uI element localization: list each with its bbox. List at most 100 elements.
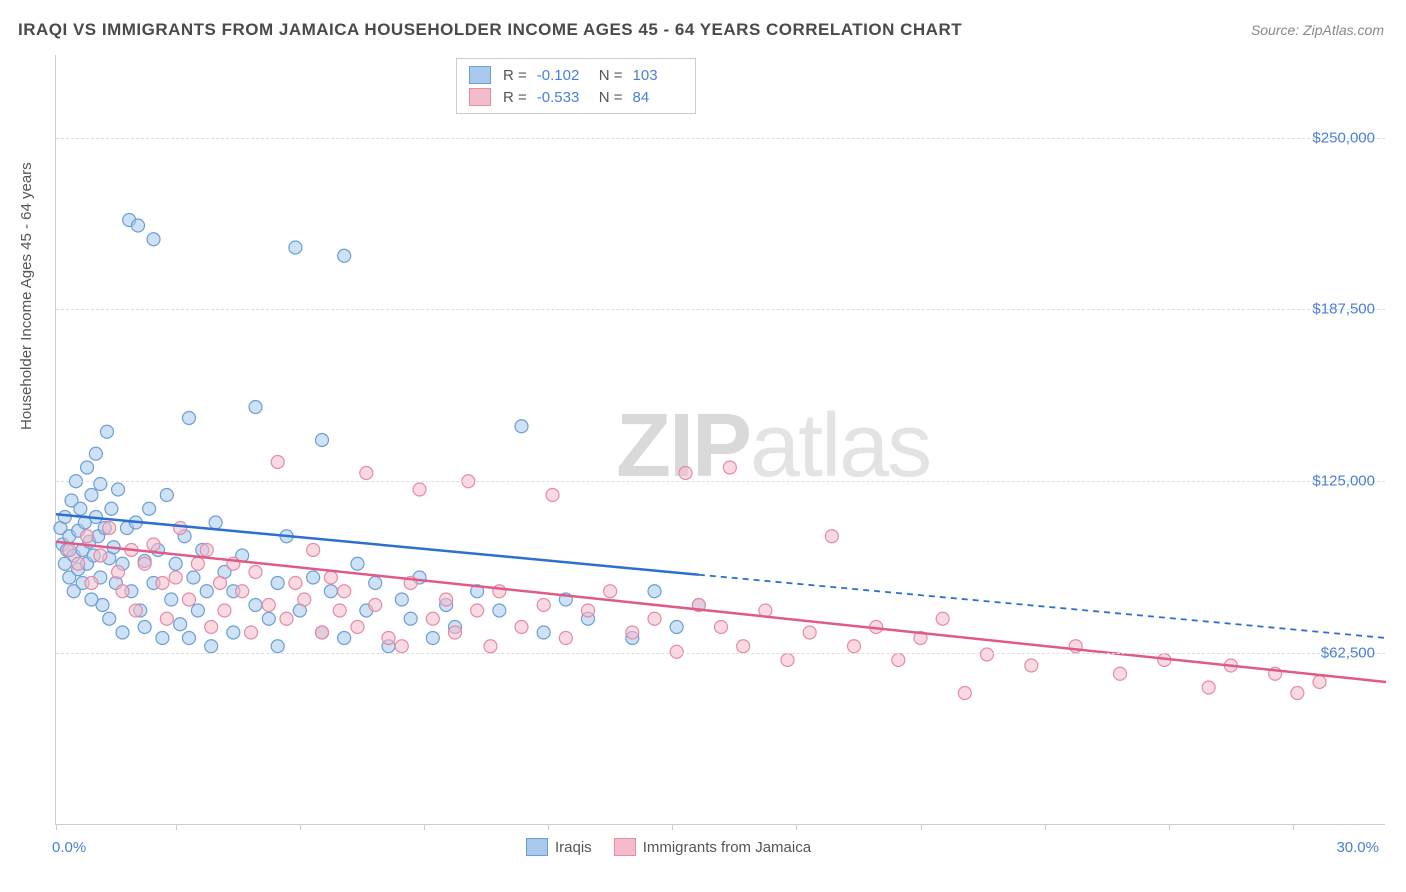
scatter-point <box>679 467 692 480</box>
scatter-point <box>382 632 395 645</box>
scatter-point <box>360 467 373 480</box>
scatter-point <box>559 632 572 645</box>
scatter-point <box>271 640 284 653</box>
scatter-point <box>936 612 949 625</box>
swatch-jamaica <box>469 88 491 106</box>
source-label: Source: ZipAtlas.com <box>1251 22 1384 38</box>
scatter-point <box>85 577 98 590</box>
scatter-point <box>981 648 994 661</box>
scatter-point <box>218 604 231 617</box>
scatter-point <box>262 599 275 612</box>
gridline <box>56 481 1385 482</box>
scatter-point <box>249 566 262 579</box>
scatter-point <box>214 577 227 590</box>
scatter-point <box>648 585 661 598</box>
scatter-point <box>515 621 528 634</box>
scatter-point <box>395 640 408 653</box>
scatter-point <box>351 557 364 570</box>
scatter-plot <box>56 55 1385 824</box>
scatter-point <box>209 516 222 529</box>
scatter-point <box>307 571 320 584</box>
scatter-point <box>187 571 200 584</box>
scatter-point <box>316 626 329 639</box>
scatter-point <box>338 249 351 262</box>
scatter-point <box>112 483 125 496</box>
scatter-point <box>1114 667 1127 680</box>
scatter-point <box>205 640 218 653</box>
legend-item-jamaica: Immigrants from Jamaica <box>614 838 811 856</box>
scatter-point <box>138 621 151 634</box>
scatter-point <box>63 544 76 557</box>
scatter-point <box>160 489 173 502</box>
swatch-jamaica-icon <box>614 838 636 856</box>
scatter-point <box>94 549 107 562</box>
scatter-point <box>604 585 617 598</box>
scatter-point <box>546 489 559 502</box>
scatter-point <box>262 612 275 625</box>
scatter-point <box>105 502 118 515</box>
scatter-point <box>112 566 125 579</box>
scatter-point <box>737 640 750 653</box>
legend-item-iraqis: Iraqis <box>526 838 592 856</box>
y-tick-label: $187,500 <box>1312 301 1375 318</box>
swatch-iraqis-icon <box>526 838 548 856</box>
scatter-point <box>103 612 116 625</box>
scatter-point <box>58 511 71 524</box>
scatter-point <box>183 412 196 425</box>
scatter-point <box>351 621 364 634</box>
scatter-point <box>1313 676 1326 689</box>
scatter-point <box>369 599 382 612</box>
scatter-point <box>85 489 98 502</box>
scatter-point <box>670 621 683 634</box>
scatter-point <box>537 626 550 639</box>
gridline <box>56 138 1385 139</box>
x-tick <box>796 824 797 830</box>
trendline-extrapolated <box>699 575 1386 638</box>
scatter-point <box>169 571 182 584</box>
y-tick-label: $62,500 <box>1321 645 1375 662</box>
scatter-point <box>449 626 462 639</box>
scatter-point <box>249 401 262 414</box>
scatter-point <box>227 626 240 639</box>
swatch-iraqis <box>469 66 491 84</box>
scatter-point <box>440 593 453 606</box>
scatter-point <box>582 604 595 617</box>
scatter-point <box>81 530 94 543</box>
scatter-point <box>307 544 320 557</box>
scatter-point <box>156 632 169 645</box>
scatter-point <box>426 612 439 625</box>
scatter-point <box>803 626 816 639</box>
scatter-point <box>160 612 173 625</box>
y-tick-label: $250,000 <box>1312 129 1375 146</box>
scatter-point <box>626 626 639 639</box>
scatter-point <box>249 599 262 612</box>
x-axis-end-label: 30.0% <box>1336 839 1379 856</box>
scatter-point <box>236 585 249 598</box>
scatter-point <box>333 604 346 617</box>
scatter-point <box>289 577 302 590</box>
scatter-point <box>316 434 329 447</box>
scatter-point <box>200 544 213 557</box>
scatter-point <box>165 593 178 606</box>
x-tick <box>300 824 301 830</box>
scatter-point <box>515 420 528 433</box>
scatter-point <box>1202 681 1215 694</box>
scatter-point <box>191 604 204 617</box>
stats-legend: R = -0.102 N = 103 R = -0.533 N = 84 <box>456 58 696 114</box>
scatter-point <box>100 425 113 438</box>
scatter-point <box>715 621 728 634</box>
scatter-point <box>147 233 160 246</box>
scatter-point <box>537 599 550 612</box>
scatter-point <box>169 557 182 570</box>
y-tick-label: $125,000 <box>1312 473 1375 490</box>
x-tick <box>56 824 57 830</box>
scatter-point <box>395 593 408 606</box>
scatter-point <box>138 557 151 570</box>
scatter-point <box>426 632 439 645</box>
scatter-point <box>404 612 417 625</box>
chart-title: IRAQI VS IMMIGRANTS FROM JAMAICA HOUSEHO… <box>18 20 962 40</box>
scatter-point <box>1291 687 1304 700</box>
scatter-point <box>484 640 497 653</box>
scatter-point <box>338 632 351 645</box>
scatter-point <box>1025 659 1038 672</box>
